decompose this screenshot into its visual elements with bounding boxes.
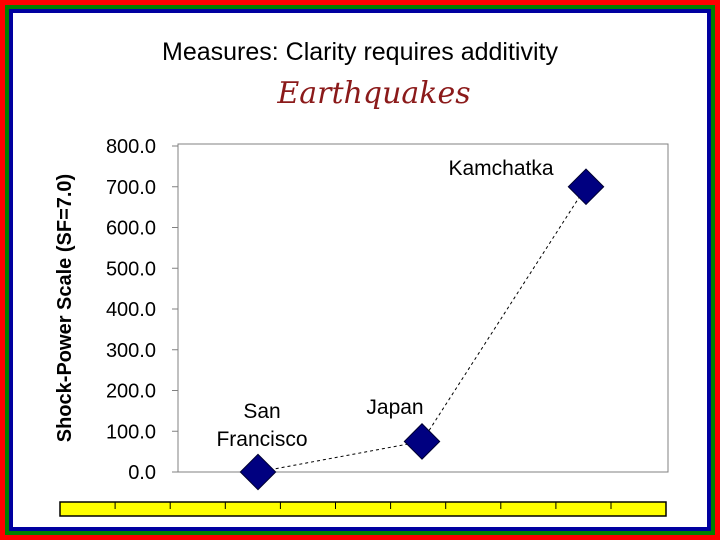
- x-axis-bar: [59, 501, 667, 517]
- series-connector-line: [257, 186, 587, 473]
- data-point-label: San: [243, 400, 280, 423]
- data-point-marker: [239, 453, 277, 491]
- y-tick-label: 800.0: [106, 136, 156, 158]
- y-tick-label: 500.0: [106, 258, 156, 280]
- y-tick-label: 200.0: [106, 381, 156, 403]
- y-tick-label: 700.0: [106, 177, 156, 199]
- slide-subtitle: Earthquakes: [277, 76, 471, 111]
- data-point-marker: [403, 423, 441, 460]
- y-tick-label: 600.0: [106, 218, 156, 240]
- data-point-label: Kamchatka: [448, 157, 553, 180]
- y-tick-label: 400.0: [106, 299, 156, 321]
- y-axis-label: Shock-Power Scale (SF=7.0): [54, 174, 76, 442]
- slide-title: Measures: Clarity requires additivity: [162, 38, 558, 66]
- y-tick-label: 0.0: [128, 462, 156, 484]
- data-point-label: Francisco: [216, 428, 307, 451]
- y-tick-label: 300.0: [106, 340, 156, 362]
- y-tick-label: 100.0: [106, 421, 156, 443]
- data-point-label: Japan: [366, 396, 423, 419]
- data-point-marker: [567, 168, 605, 206]
- x-axis-bar-fill: [59, 501, 667, 517]
